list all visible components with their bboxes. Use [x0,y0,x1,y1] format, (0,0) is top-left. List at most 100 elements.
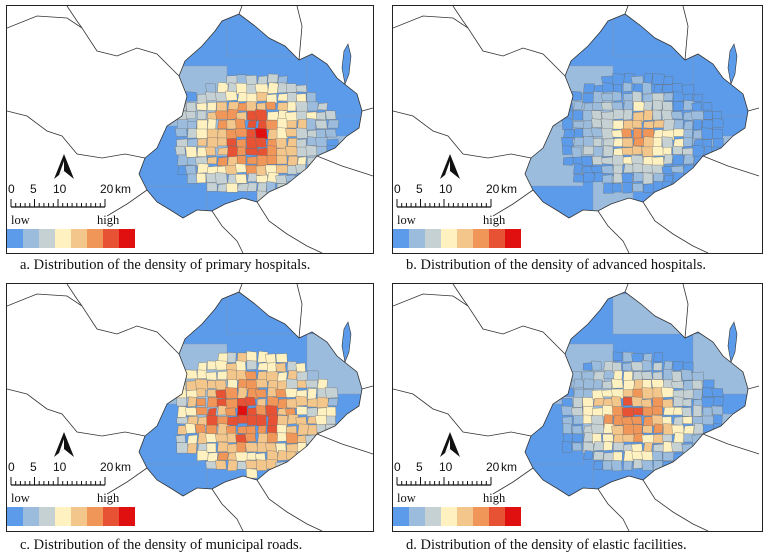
district-cell [662,180,672,194]
district-cell [653,119,666,129]
district-cell [315,120,328,129]
legend-swatch [489,229,505,248]
admin-boundary-line [393,15,566,77]
district-cell [662,84,675,93]
district-cell [236,111,247,121]
district-cell [277,102,289,111]
district-cell [226,369,238,382]
district-cell [613,138,624,147]
legend-low-label: low [397,491,416,505]
district-cell [633,137,645,147]
north-arrow-icon [53,153,75,186]
legend-swatch [119,507,135,526]
district-cell [661,136,674,149]
legend-swatch [71,507,87,526]
district-cell [205,433,219,443]
district-cell [306,111,318,120]
district-cell [572,110,584,121]
district-cell [702,415,715,426]
scale-tick-label: 20 [100,460,114,474]
admin-boundary-line [642,201,709,253]
district-cell [176,442,189,454]
admin-boundary-line [316,433,373,455]
district-cell [641,164,654,174]
district-cell [234,118,246,130]
district-cell [245,442,258,453]
district-cell [712,423,723,433]
district-cell [661,386,675,398]
district-cell [275,164,289,174]
district-cell [591,127,603,137]
north-arrow-icon [439,153,461,186]
district-cell [236,138,247,148]
admin-boundary-line [106,467,148,495]
district-cell [692,119,703,130]
caption-d: d. Distribution of the density of elasti… [406,537,687,553]
district-cell [582,93,595,104]
district-cell [214,379,227,391]
admin-boundary-line [642,479,709,531]
district-cell [215,91,229,102]
district-cell [187,120,197,130]
district-cell [711,111,723,120]
legend-swatch [7,507,23,526]
district-cell [683,129,693,139]
legend-swatch [71,229,87,248]
district-cell [683,154,695,165]
district-cell [327,398,339,407]
district-cell [325,110,337,120]
district-cell [315,129,326,139]
region-outline [524,13,749,219]
district-cell [207,156,218,165]
district-cell [630,75,644,85]
district-cell [593,397,605,407]
district-cell [673,119,684,131]
district-cell [286,165,298,175]
district-cell [324,386,339,399]
district-cell [246,360,257,370]
admin-boundary-line [7,388,146,437]
district-cell [622,434,635,443]
district-cell [663,406,676,416]
admin-boundary-line [702,433,760,455]
district-cell [196,398,206,407]
district-cell [267,82,279,94]
district-cell [246,452,257,461]
district-cell [267,432,279,443]
scale-tick-label: 20 [486,182,500,196]
caption-c: c. Distribution of the density of munici… [20,537,303,553]
district-cell [600,93,614,102]
admin-boundary-line [7,15,180,77]
legend-high-label: high [483,491,506,505]
scale-tick-label: 20 [100,182,114,196]
district-cell [652,146,664,157]
scale-tick-label: 5 [416,182,423,196]
district-cell [196,110,207,120]
district-cell [611,183,622,193]
admin-boundary-line [361,385,373,390]
district-cell [591,110,602,120]
district-cell [612,442,625,451]
district-cell [225,398,239,409]
district-cell [631,416,643,425]
district-cell [582,128,593,137]
legend-swatch [119,229,135,248]
water-body [727,321,738,364]
admin-boundary-line [492,189,534,217]
district-cell [245,425,257,435]
district-cell [573,163,583,175]
legend-swatch [55,507,71,526]
district-cell [305,434,316,446]
choropleth-map [393,284,760,531]
district-cell [673,406,684,416]
district-cell [652,443,665,453]
district-cell [317,102,328,111]
scale-unit: km [115,460,131,474]
district-cell [652,137,663,148]
region-outline [138,291,363,497]
district-cell [631,120,643,129]
caption-a: a. Distribution of the density of primar… [20,257,311,273]
district-cell [246,156,258,165]
district-cell [217,452,229,461]
district-cell [613,415,624,426]
